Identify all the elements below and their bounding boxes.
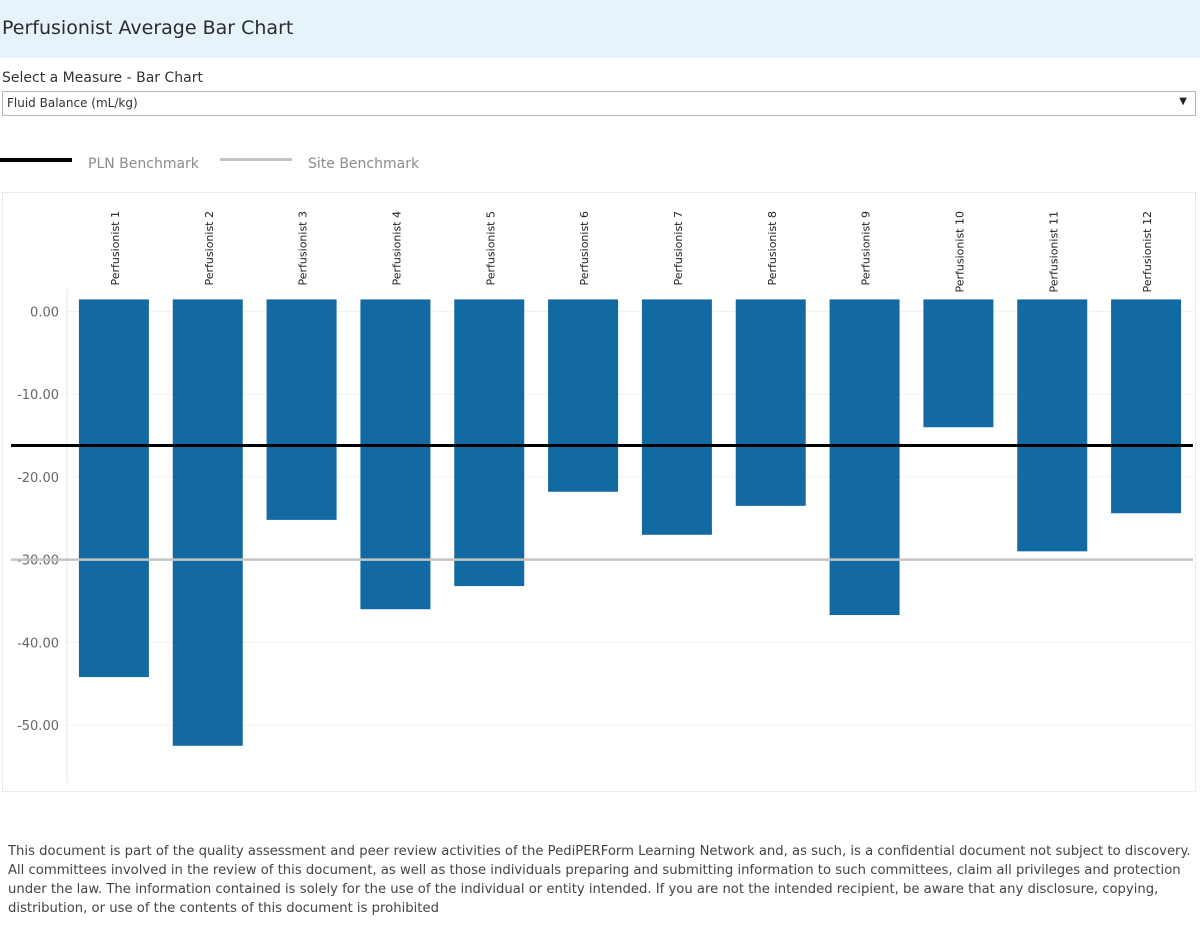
- site-benchmark-swatch: [220, 158, 292, 161]
- y-tick-label: -40.00: [17, 636, 59, 651]
- chart-area: 0.00 -10.00 -20.00 -30.00 -40.00 -50.00 Perfus…: [2, 192, 1196, 792]
- category-label: Perfusionist 2: [203, 211, 216, 285]
- y-tick-label: -10.00: [17, 388, 59, 403]
- bar-chart: 0.00 -10.00 -20.00 -30.00 -40.00 -50.00 Perfus…: [11, 211, 1193, 783]
- bar: [360, 299, 431, 610]
- category-label: Perfusionist 10: [953, 211, 966, 292]
- category-label: Perfusionist 1: [109, 211, 122, 285]
- legend-item-site-benchmark[interactable]: Site Benchmark: [220, 150, 460, 180]
- legend-label-site-benchmark: Site Benchmark: [308, 156, 420, 172]
- bar: [1111, 299, 1182, 514]
- chart-legend: PLN Benchmark Site Benchmark: [0, 150, 700, 180]
- bar: [735, 299, 806, 506]
- bar: [923, 299, 994, 428]
- y-tick-label: -50.00: [17, 719, 59, 734]
- category-label: Perfusionist 9: [860, 211, 873, 285]
- dropdown-arrow-icon[interactable]: ▼: [1179, 96, 1187, 107]
- y-tick-label: -20.00: [17, 471, 59, 486]
- category-label: Perfusionist 4: [390, 211, 403, 285]
- category-label: Perfusionist 7: [672, 211, 685, 285]
- pln-benchmark-swatch: [0, 158, 72, 162]
- category-label: Perfusionist 12: [1141, 211, 1154, 292]
- bar: [266, 299, 337, 520]
- bar: [454, 299, 525, 587]
- header-bar: Perfusionist Average Bar Chart: [0, 0, 1200, 58]
- bar: [1017, 299, 1088, 552]
- category-label: Perfusionist 6: [578, 211, 591, 285]
- bar: [829, 299, 900, 616]
- category-label: Perfusionist 3: [297, 211, 310, 285]
- category-label: Perfusionist 8: [766, 211, 779, 285]
- y-tick-label: 0.00: [30, 305, 59, 320]
- bar: [548, 299, 619, 492]
- y-tick-label: -30.00: [17, 554, 59, 569]
- legend-label-pln-benchmark: PLN Benchmark: [88, 156, 199, 172]
- bar: [172, 299, 243, 746]
- bar: [641, 299, 712, 535]
- legend-item-pln-benchmark[interactable]: PLN Benchmark: [0, 150, 220, 180]
- measure-dropdown[interactable]: Fluid Balance (mL/kg) ▼: [2, 91, 1196, 116]
- measure-dropdown-value: Fluid Balance (mL/kg): [7, 96, 138, 110]
- category-label: Perfusionist 11: [1047, 211, 1060, 292]
- category-label: Perfusionist 5: [484, 211, 497, 285]
- bar: [78, 299, 149, 678]
- page-title: Perfusionist Average Bar Chart: [2, 17, 294, 39]
- confidentiality-disclaimer: This document is part of the quality ass…: [8, 844, 1191, 916]
- measure-selector-label: Select a Measure - Bar Chart: [2, 70, 203, 86]
